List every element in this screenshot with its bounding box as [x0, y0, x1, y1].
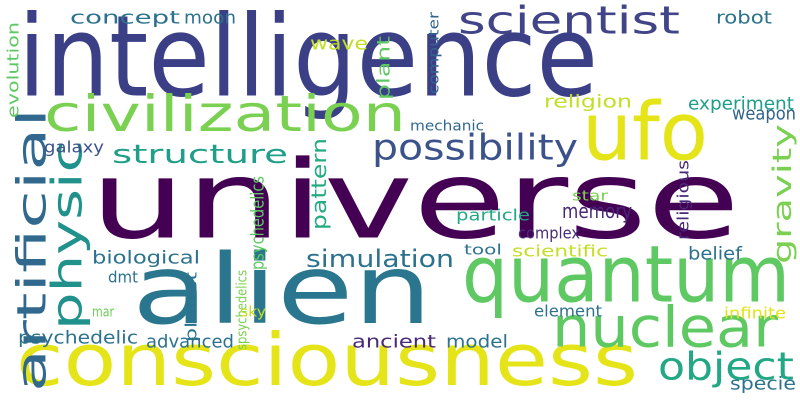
word-pattern: pattern	[307, 138, 332, 230]
word-concept: concept	[70, 7, 180, 29]
word-consciousness: consciousness	[16, 319, 638, 400]
word-quantum: quantum	[462, 229, 790, 321]
word-religion: religion	[544, 91, 632, 113]
word-computer: computer	[426, 11, 443, 94]
word-complex: complex	[518, 223, 580, 243]
word-scientist: scientist	[458, 0, 680, 44]
word-civilization: civilization	[44, 85, 406, 144]
word-ancient: ancient	[352, 331, 436, 353]
word-intelligence: intelligence	[18, 0, 598, 124]
word-mechanic: mechanic	[410, 118, 484, 135]
word-physic: physic	[43, 140, 93, 330]
word-plant: plant	[373, 35, 395, 100]
word-belief: belief	[688, 243, 742, 265]
word-star: star	[572, 188, 608, 205]
word-scientific: scientific	[512, 241, 608, 261]
word-galaxy: galaxy	[44, 137, 104, 157]
word-infinite: infinite	[724, 303, 786, 323]
word-weapon: weapon	[732, 103, 796, 125]
word-particle: particle	[456, 205, 530, 225]
word-model: model	[446, 331, 508, 353]
word-sky: sky	[240, 304, 266, 321]
word-ufo: ufo	[582, 84, 708, 179]
word-dmt: dmt	[108, 267, 138, 287]
word-simulation: simulation	[306, 245, 454, 274]
word-wave: wave	[310, 33, 368, 55]
word-evolution: evolution	[3, 21, 23, 118]
word-universe: universe	[90, 138, 740, 264]
word-specie: specie	[730, 373, 796, 395]
word-religious: religious	[673, 160, 693, 240]
word-moon: moon	[184, 7, 236, 29]
word-gravity: gravity	[766, 124, 798, 264]
word-mar: mar	[92, 304, 114, 321]
word-experiment: experiment	[688, 93, 794, 115]
word-possibility: possibility	[372, 126, 578, 169]
word-tool: tool	[464, 242, 502, 259]
word-biological: biological	[92, 247, 200, 269]
word-advanced: advanced	[146, 331, 234, 353]
word-alien: alien	[132, 233, 432, 347]
word-element: element	[534, 301, 602, 321]
word-psychedelics: psychedelics	[247, 176, 269, 270]
word-structure: structure	[112, 138, 288, 170]
word-robot: robot	[716, 7, 772, 29]
word-object: object	[658, 344, 794, 390]
word-psychedelic: psychedelic	[18, 327, 138, 349]
word-memory: memory	[562, 199, 632, 224]
word-nuclear: nuclear	[552, 294, 778, 360]
